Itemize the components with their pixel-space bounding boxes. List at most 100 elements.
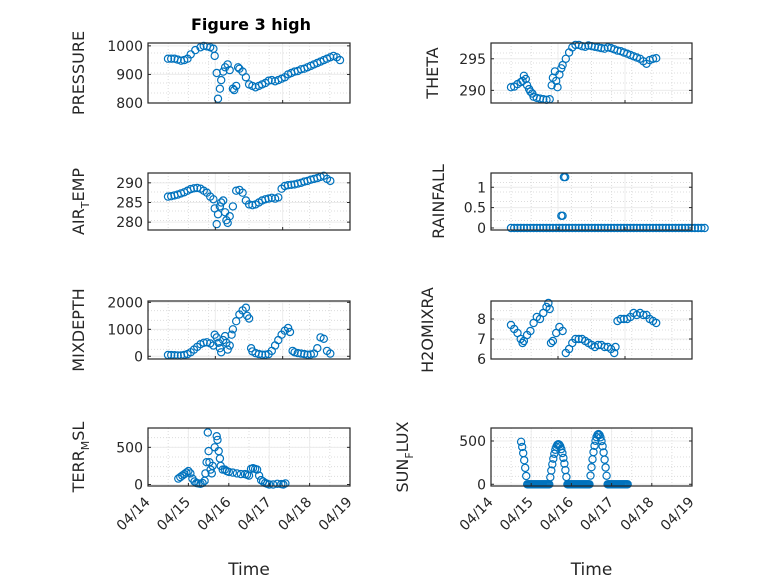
data-series (516, 429, 632, 489)
data-point (285, 327, 295, 337)
data-point (184, 466, 193, 476)
y-axis-label: AIRTEMP (69, 168, 92, 235)
data-point (215, 84, 225, 93)
x-tick-label: 04/16 (195, 494, 235, 534)
data-point (564, 223, 574, 233)
y-axis-label: TERRMSL (69, 422, 92, 494)
y-tick-label: 0.5 (464, 201, 486, 217)
data-point (548, 223, 558, 233)
x-tick-label: 04/17 (577, 494, 617, 534)
x-tick-label: 04/18 (275, 494, 315, 534)
data-point (616, 223, 625, 233)
data-point (296, 349, 306, 358)
minor-grid (491, 173, 692, 230)
data-point (558, 326, 567, 336)
data-point (648, 223, 658, 233)
data-point (587, 463, 596, 472)
y-tick-label: 290 (459, 83, 486, 99)
axes-box (147, 300, 351, 360)
axes-box (147, 42, 351, 104)
y-tick-label: 295 (459, 52, 486, 68)
data-point (539, 223, 548, 233)
data-point (283, 180, 293, 190)
data-point (198, 478, 207, 488)
data-point (639, 223, 648, 233)
data-point (558, 223, 567, 233)
x-tick-label: 04/18 (618, 494, 658, 534)
data-point (555, 440, 564, 449)
data-point (209, 195, 218, 204)
y-axis-label: RAINFALL (429, 164, 448, 239)
data-point (601, 463, 610, 472)
x-tick-label: 04/17 (235, 494, 275, 534)
data-point (202, 458, 211, 467)
data-point (186, 50, 195, 59)
data-point (518, 442, 527, 452)
data-point (546, 338, 556, 348)
data-point (186, 469, 195, 478)
data-point (658, 223, 667, 233)
data-point (632, 223, 642, 233)
data-point (674, 223, 684, 233)
data-point (597, 43, 606, 53)
data-point (535, 223, 545, 233)
y-tick-label: 0 (134, 349, 143, 365)
data-series (506, 298, 661, 358)
subplot-5: 0 1000 2000 MIXDEPTH (69, 288, 351, 372)
x-tick-label: 04/19 (316, 494, 356, 534)
data-point (506, 82, 516, 92)
data-point (273, 479, 282, 488)
data-point (598, 442, 607, 451)
data-point (559, 453, 568, 463)
y-tick-label: 500 (459, 434, 486, 450)
data-point (220, 208, 230, 217)
data-point (231, 317, 241, 326)
data-point (610, 223, 619, 233)
data-point (552, 223, 561, 233)
data-point (267, 193, 276, 202)
data-point (233, 63, 243, 72)
data-point (166, 54, 176, 63)
data-point (597, 436, 606, 446)
y-tick-label: 6 (477, 352, 486, 368)
data-point (335, 55, 345, 65)
data-point (600, 455, 609, 464)
data-point (571, 334, 580, 344)
y-tick-label: 800 (116, 96, 143, 112)
data-point (697, 223, 706, 233)
data-point (261, 350, 270, 359)
y-axis-label: PRESSURE (69, 31, 88, 115)
data-point (213, 94, 223, 103)
data-point (241, 73, 251, 82)
data-point (529, 223, 538, 233)
data-point (574, 223, 584, 233)
data-point (288, 346, 297, 356)
data-point (204, 446, 213, 456)
data-point (244, 314, 254, 323)
data-point (652, 54, 661, 63)
data-point (252, 465, 262, 474)
y-axis-label: MIXDEPTH (69, 288, 88, 371)
y-tick-label: 0 (134, 478, 143, 494)
data-point (220, 465, 229, 474)
data-point (254, 471, 264, 480)
data-point (231, 81, 241, 91)
data-point (520, 456, 529, 465)
data-point (661, 223, 671, 233)
data-point (513, 223, 522, 233)
data-point (671, 223, 680, 233)
data-point (264, 194, 273, 203)
figure-title: Figure 3 high (191, 15, 311, 34)
data-point (510, 223, 519, 233)
data-point (300, 349, 309, 359)
data-point (581, 223, 590, 233)
data-point (623, 480, 632, 489)
data-point (236, 469, 246, 479)
data-point (568, 223, 577, 233)
minor-grid (148, 43, 350, 103)
x-tick-label: 04/14 (457, 494, 497, 534)
y-tick-label: 7 (477, 332, 486, 348)
data-point (555, 223, 564, 233)
x-axis-label: Time (570, 560, 613, 580)
